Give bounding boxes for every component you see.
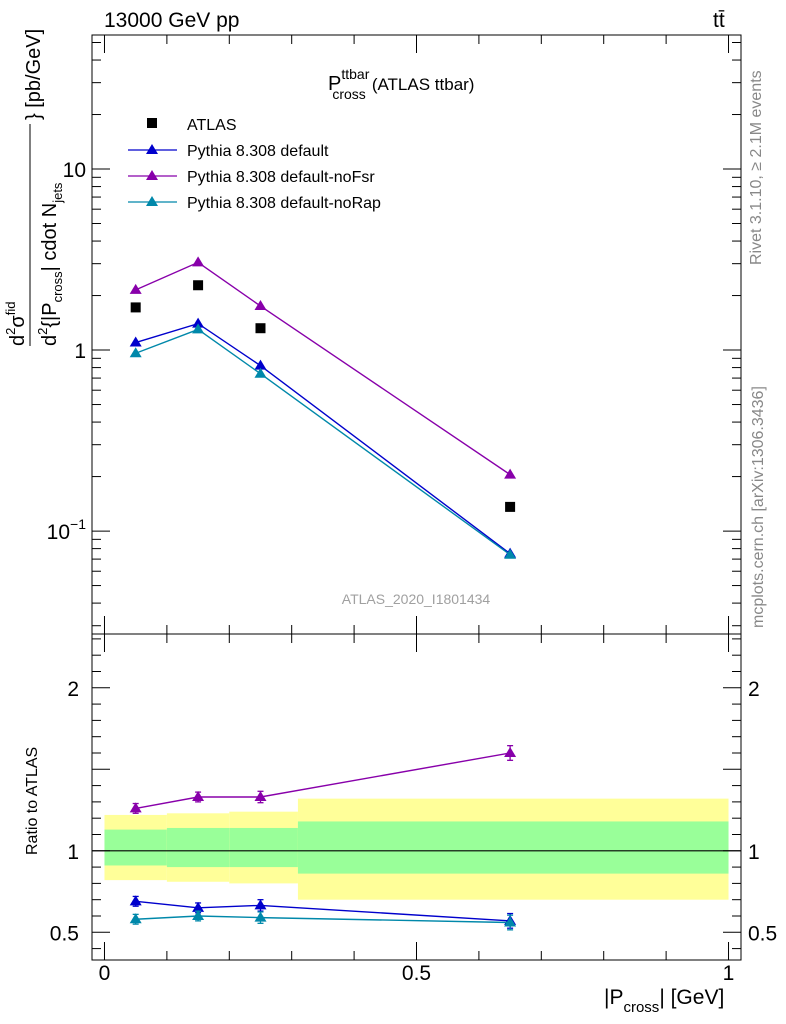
legend-label-norap: Pythia 8.308 default-noRap <box>187 195 381 212</box>
uncertainty-band-inner <box>166 827 230 868</box>
title-main: P <box>328 73 341 95</box>
data-point-noFsr <box>192 256 205 267</box>
x-tick-label: 0 <box>99 962 111 985</box>
title-superscript: ttbar <box>341 66 369 82</box>
data-point-atlas <box>255 323 266 334</box>
energy-label: 13000 GeV pp <box>104 9 239 32</box>
ylabel-numerator: d2σfid <box>3 302 29 346</box>
ratio-point-default <box>254 899 267 910</box>
ratio-marks-layer <box>92 745 741 931</box>
ratio-line-noRap <box>135 915 511 924</box>
data-point-noRap <box>192 323 205 334</box>
chart-title: Pttbar cross (ATLAS ttbar) <box>328 66 474 102</box>
legend-label-default: Pythia 8.308 default <box>187 143 329 160</box>
legend-label-atlas: ATLAS <box>187 117 237 134</box>
mcplots-label: mcplots.cern.ch [arXiv:1306.3436] <box>750 386 767 628</box>
ratio-line-noFsr <box>135 752 511 810</box>
title-suffix: (ATLAS ttbar) <box>372 75 475 94</box>
ratio-y-tick-label-left: 1 <box>67 841 79 864</box>
ratio-y-tick-label-left: 0.5 <box>50 922 79 945</box>
ylabel-unit: } [pb/GeV] <box>23 29 45 120</box>
main-y-axis-label: d2σfid d2{|Pcross| cdot Njets } [pb/GeV] <box>3 29 65 346</box>
ylabel-denominator: d2{|Pcross| cdot Njets <box>35 182 65 346</box>
ratio-y-tick-label-right: 2 <box>748 678 760 701</box>
legend: ATLAS Pythia 8.308 default Pythia 8.308 … <box>128 117 381 212</box>
main-panel: 10−1 1 10 Pttbar cross (ATLAS ttbar) ATLAS_2… <box>3 29 742 635</box>
uncertainty-band-inner <box>297 821 729 874</box>
main-marks-layer <box>129 256 517 559</box>
data-point-default <box>129 336 142 347</box>
series-line-default <box>135 322 511 555</box>
ratio-point-noFsr <box>129 802 142 813</box>
data-point-atlas <box>505 501 516 512</box>
ratio-point-noRap <box>504 916 517 927</box>
data-point-noRap <box>254 367 267 378</box>
ratio-point-noRap <box>254 911 267 922</box>
ratio-point-noRap <box>129 913 142 924</box>
main-y-tick-label: 1 <box>74 340 86 363</box>
ratio-y-axis-label: Ratio to ATLAS <box>24 747 41 855</box>
main-ticks-layer: 10−1 1 10 <box>47 35 741 634</box>
ratio-line-default <box>135 900 511 922</box>
main-y-tick-label: 10 <box>63 159 86 182</box>
main-y-tick-label: 10−1 <box>47 516 87 544</box>
data-point-noRap <box>129 347 142 358</box>
series-line-noFsr <box>135 261 511 476</box>
x-tick-label: 1 <box>723 962 735 985</box>
ratio-ticks-layer: 0.5 0.5 1 1 2 2 0 0.5 1 <box>50 634 777 985</box>
data-point-default <box>192 317 205 328</box>
data-point-noRap <box>504 548 517 559</box>
title-subscript: cross <box>332 86 365 102</box>
legend-marker-atlas <box>147 118 157 128</box>
uncertainty-band-inner <box>104 829 167 866</box>
legend-marker-norap <box>146 196 158 206</box>
ratio-panel: 0.5 0.5 1 1 2 2 0 0.5 1 Ratio to ATLAS |Pcross| … <box>24 633 777 1016</box>
ratio-point-default <box>192 901 205 912</box>
ratio-frame <box>91 633 742 961</box>
ratio-point-noFsr <box>192 791 205 801</box>
rivet-label: Rivet 3.1.10, ≥ 2.1M events <box>748 70 765 265</box>
data-point-atlas <box>130 302 141 313</box>
data-point-default <box>254 359 267 370</box>
ratio-y-tick-label-left: 2 <box>67 678 79 701</box>
legend-marker-nofsr <box>146 170 158 180</box>
data-point-noFsr <box>254 300 267 311</box>
data-point-atlas <box>193 280 204 291</box>
data-point-noFsr <box>504 468 517 479</box>
ratio-point-noFsr <box>504 746 517 757</box>
uncertainty-band-inner <box>229 827 298 868</box>
ratio-point-noFsr <box>254 791 267 801</box>
ratio-point-noRap <box>192 909 205 920</box>
ratio-y-tick-label-right: 1 <box>748 841 760 864</box>
ratio-point-default <box>129 895 142 906</box>
analysis-label: ATLAS_2020_I1801434 <box>342 591 491 607</box>
legend-label-nofsr: Pythia 8.308 default-noFsr <box>187 169 375 186</box>
legend-marker-default <box>146 144 158 154</box>
process-label: tt̄ <box>713 9 725 32</box>
ratio-y-tick-label-right: 0.5 <box>748 922 777 945</box>
data-point-noFsr <box>129 283 142 294</box>
x-axis-label: |Pcross| [GeV] <box>604 986 724 1016</box>
x-tick-label: 0.5 <box>402 962 431 985</box>
series-line-noRap <box>135 328 511 556</box>
